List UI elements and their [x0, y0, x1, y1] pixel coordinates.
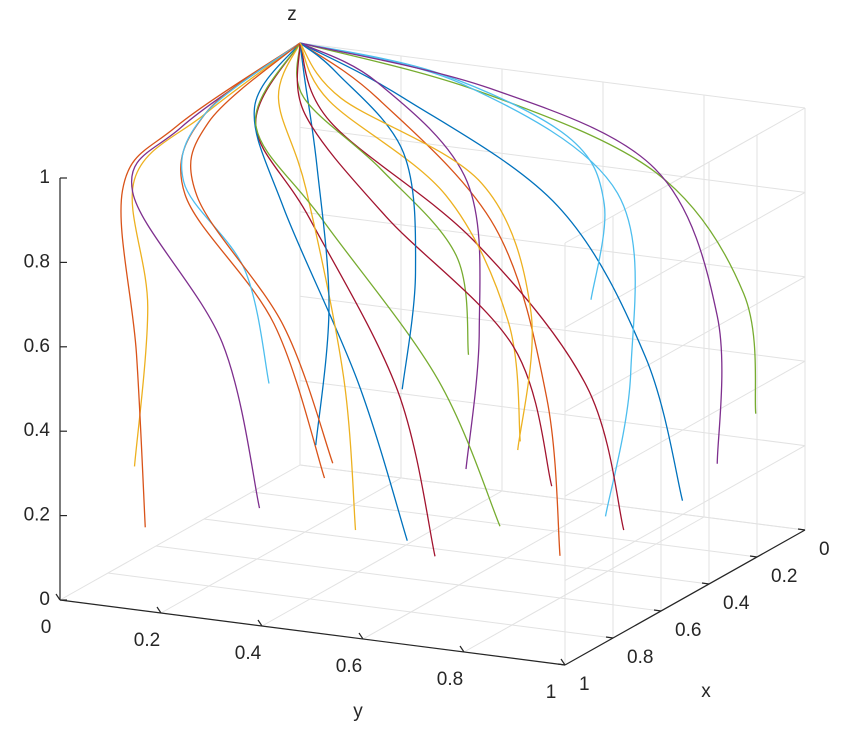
grid-line [299, 126, 806, 193]
tick-mark [653, 609, 662, 612]
trajectory [296, 42, 553, 487]
grid-line [299, 42, 806, 109]
z-tick-label: 0.4 [24, 420, 51, 441]
tick-mark [605, 636, 614, 639]
trajectory [120, 42, 301, 528]
x-axis [564, 529, 806, 666]
z-tick-label: 0 [39, 589, 50, 610]
trajectory [299, 42, 561, 556]
trajectory [255, 42, 436, 557]
y-tick-label: 0.2 [134, 630, 160, 651]
tick-mark [156, 606, 162, 614]
z-tick-label: 0.8 [24, 251, 50, 272]
x-tick-label: 0.4 [723, 593, 750, 614]
y-tick-label: 0 [41, 617, 52, 638]
tick-mark [560, 658, 566, 666]
x-tick-label: 0.6 [675, 620, 701, 641]
trajectory [253, 42, 408, 541]
trajectory [299, 42, 757, 414]
y-tick-label: 0.4 [235, 643, 262, 664]
tick-mark [55, 593, 61, 601]
grid-line [564, 107, 806, 244]
trajectory [299, 42, 684, 501]
grid-line [203, 518, 710, 585]
grid-line [160, 477, 402, 614]
grid-line [299, 380, 806, 447]
y-tick-label: 1 [546, 682, 557, 703]
trajectory [299, 42, 417, 390]
x-tick-label: 0.8 [627, 647, 653, 668]
x-axis-label: x [701, 681, 711, 702]
trajectory [299, 42, 625, 531]
grid-line [564, 360, 806, 497]
y-axis [59, 599, 566, 666]
x-tick-label: 0 [819, 539, 830, 560]
grid-line [107, 572, 614, 639]
y-axis-label: y [353, 701, 363, 722]
tick-mark [701, 582, 710, 585]
trajectory [131, 42, 301, 467]
trajectory [299, 42, 723, 464]
trajectory [180, 42, 326, 479]
z-tick-label: 0.6 [24, 336, 50, 357]
z-tick-label: 1 [39, 167, 50, 188]
grid-line [299, 211, 806, 278]
grid-line [362, 503, 604, 640]
trajectory [277, 42, 357, 531]
grid-line [463, 516, 705, 653]
trajectory [299, 42, 533, 451]
x-tick-label: 1 [579, 674, 590, 695]
tick-mark [358, 632, 364, 640]
grid-line [251, 491, 758, 558]
tick-mark [797, 528, 806, 531]
trajectory [299, 42, 521, 442]
y-tick-label: 0.6 [336, 656, 362, 677]
tick-mark [749, 555, 758, 558]
tick-mark [459, 645, 465, 653]
grid-line [564, 445, 806, 582]
trajectory [296, 42, 470, 355]
grid-line [155, 545, 662, 612]
grid-line [564, 276, 806, 413]
trajectory [255, 42, 501, 527]
trajectory [299, 42, 330, 446]
trajectory [299, 42, 481, 470]
trajectory [299, 42, 606, 300]
trajectory [180, 42, 301, 384]
trajectory [130, 42, 301, 509]
x-tick-label: 0.2 [771, 566, 797, 587]
grid-line [299, 295, 806, 362]
grid-line [564, 191, 806, 328]
grid-line [59, 464, 301, 601]
grid-line [299, 464, 806, 531]
tick-mark [257, 619, 263, 627]
y-tick-label: 0.8 [437, 669, 463, 690]
tick-mark [557, 663, 566, 666]
z-tick-label: 0.2 [24, 505, 50, 526]
trajectory [190, 42, 334, 464]
grid-line [261, 490, 503, 627]
z-axis-label: z [287, 4, 297, 25]
